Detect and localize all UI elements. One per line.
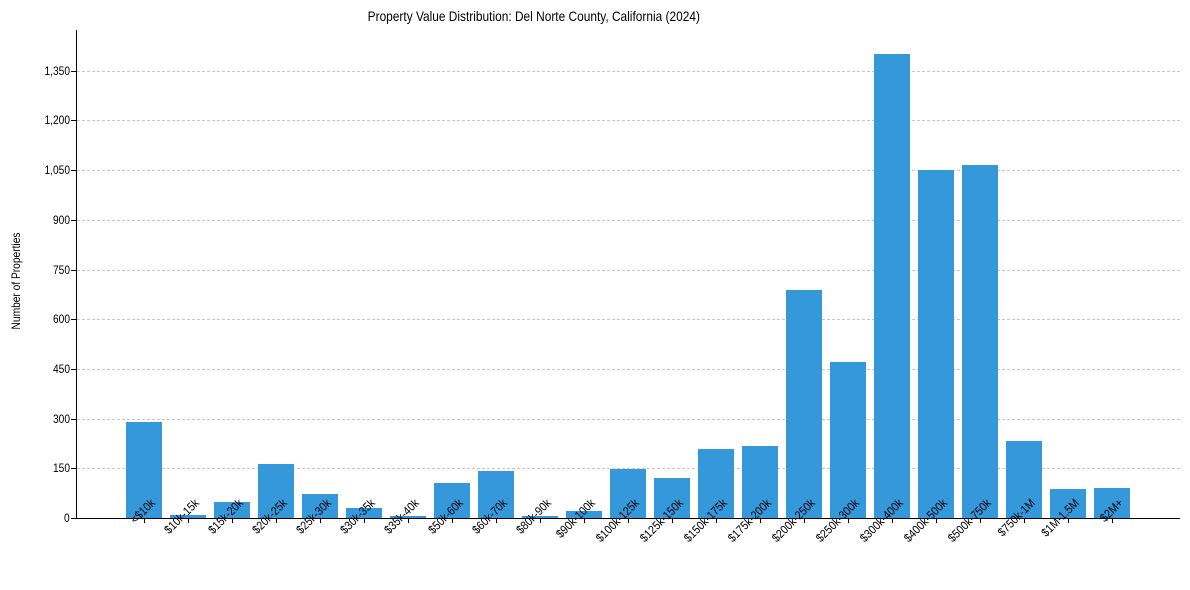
bar (610, 468, 646, 518)
y-tick-label: 450 (52, 361, 70, 376)
x-tick (672, 518, 673, 523)
x-tick (188, 518, 189, 523)
grid-line (77, 170, 1180, 172)
plot-area: 0 150 300 450 600 750 900 1,050 1,200 1,350 (44, 30, 1180, 525)
x-tick (320, 518, 321, 523)
bar (258, 464, 294, 518)
y-tick-label: 900 (52, 212, 70, 227)
x-tick (584, 518, 585, 523)
bar (346, 508, 382, 518)
grid-line (77, 219, 1180, 221)
grid-line (77, 418, 1180, 420)
x-tick (1024, 518, 1025, 523)
y-tick-label: 1,050 (44, 163, 70, 178)
bar (874, 53, 910, 518)
x-tick (628, 518, 629, 523)
y-axis-label: Number of Properties (9, 232, 23, 330)
y-axis-spine (76, 30, 77, 519)
bar (698, 449, 734, 518)
x-tick (716, 518, 717, 523)
y-tick-label: 1,200 (44, 113, 70, 128)
bar (434, 482, 470, 518)
bar (786, 289, 822, 518)
bar (214, 502, 250, 518)
y-tick-label: 750 (52, 262, 70, 277)
x-tick (408, 518, 409, 523)
x-tick (848, 518, 849, 523)
y-tick (71, 120, 76, 122)
bar (302, 494, 338, 518)
x-tick (144, 518, 145, 523)
y-tick (71, 518, 76, 519)
bar (654, 477, 690, 518)
y-tick (71, 70, 76, 72)
y-tick-label: 0 (64, 511, 70, 525)
y-tick-label: 1,350 (44, 63, 70, 78)
y-tick (71, 219, 76, 221)
bar (742, 445, 778, 518)
bar (830, 361, 866, 518)
y-tick (71, 468, 76, 470)
x-tick (1068, 518, 1069, 523)
bar (522, 516, 558, 518)
bar (126, 421, 162, 518)
grid-line (77, 319, 1180, 321)
bar (170, 515, 206, 518)
x-tick (452, 518, 453, 523)
x-tick (232, 518, 233, 523)
x-tick (892, 518, 893, 523)
y-tick (71, 368, 76, 370)
x-tick (540, 518, 541, 523)
grid-line (77, 120, 1180, 122)
y-tick (71, 269, 76, 271)
x-tick (1112, 518, 1113, 523)
y-tick-label: 150 (52, 461, 70, 476)
bar (390, 516, 426, 518)
x-tick (936, 518, 937, 523)
x-tick (276, 518, 277, 523)
grid-line (77, 70, 1180, 72)
y-tick (71, 319, 76, 321)
y-tick (71, 418, 76, 420)
x-tick (760, 518, 761, 523)
grid-line (77, 269, 1180, 271)
bar (1094, 487, 1130, 518)
bar (1050, 488, 1086, 518)
bar (566, 510, 602, 518)
y-tick (71, 170, 76, 172)
grid-line (77, 368, 1180, 370)
bar (962, 164, 998, 518)
x-tick (364, 518, 365, 523)
x-tick (980, 518, 981, 523)
bar (478, 470, 514, 518)
y-tick-label: 600 (52, 312, 70, 327)
y-tick-label: 300 (52, 411, 70, 426)
bar (918, 170, 954, 518)
chart-title: Property Value Distribution: Del Norte C… (367, 8, 700, 24)
x-tick (496, 518, 497, 523)
bar (1006, 440, 1042, 518)
x-tick (804, 518, 805, 523)
